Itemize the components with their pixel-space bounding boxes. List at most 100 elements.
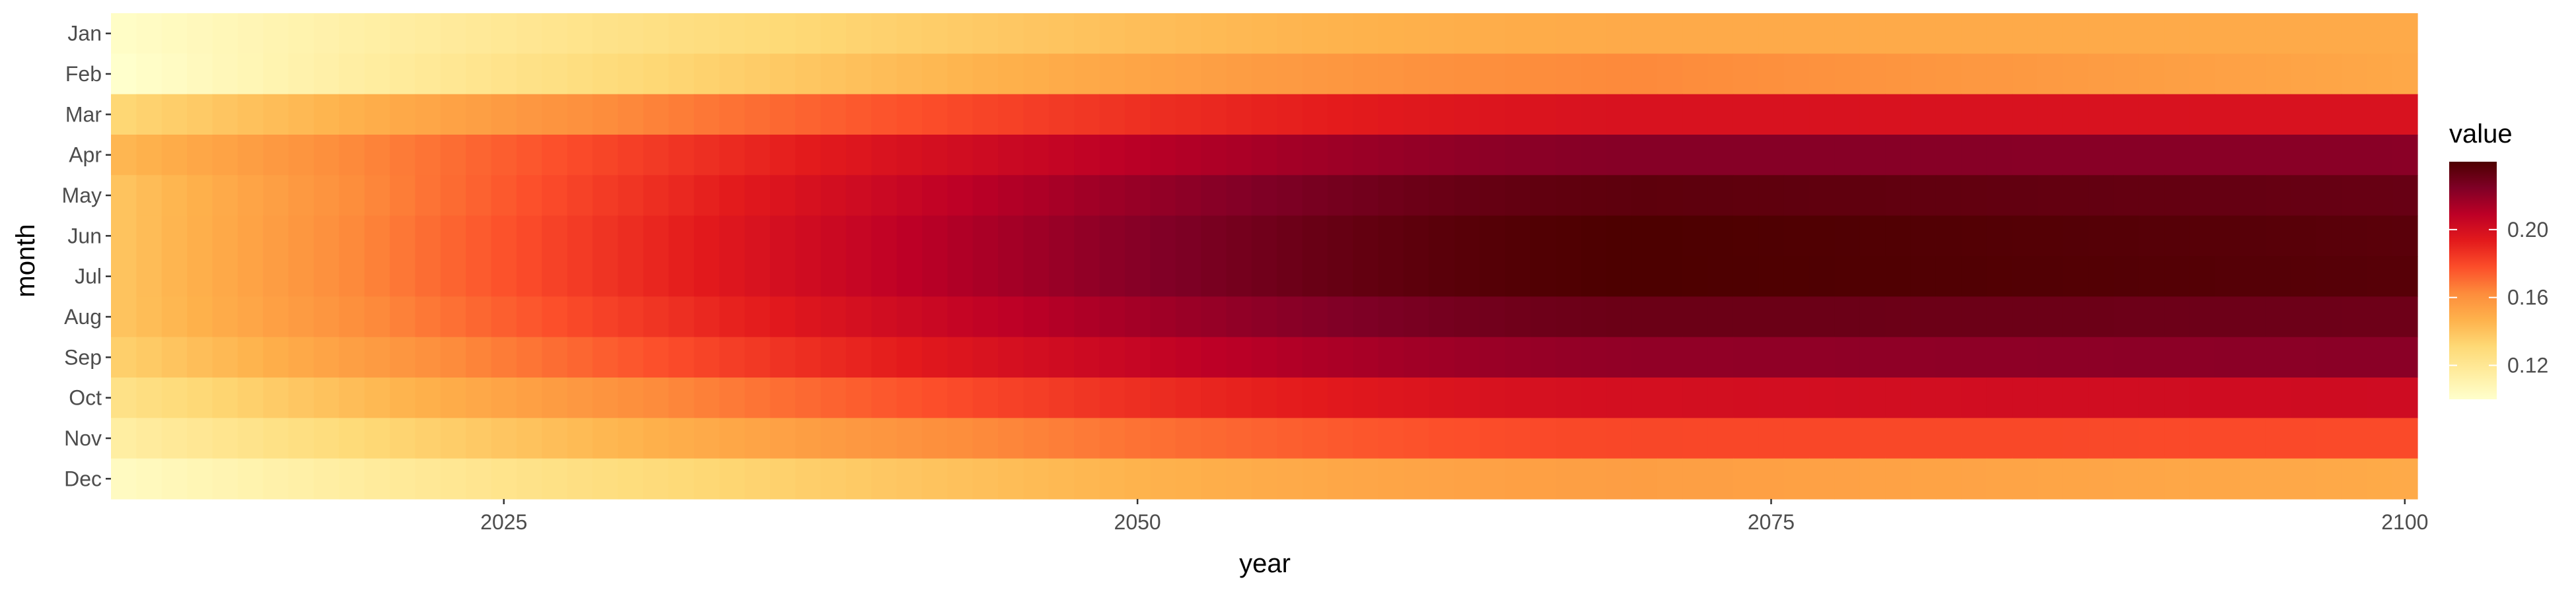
heatmap-cell <box>2062 256 2089 297</box>
heatmap-cell <box>1657 296 1683 338</box>
heatmap-cell <box>921 296 948 338</box>
heatmap-cell <box>1023 337 1050 378</box>
heatmap-cell <box>744 215 771 257</box>
heatmap-cell <box>111 418 137 459</box>
heatmap-cell <box>2291 94 2317 135</box>
y-tick-label: Oct <box>69 386 102 410</box>
heatmap-cell <box>1175 418 1201 459</box>
heatmap-cell <box>845 378 872 418</box>
heatmap-cell <box>694 418 720 459</box>
heatmap-cell <box>237 418 264 459</box>
heatmap-cell <box>1353 378 1379 418</box>
heatmap-cell <box>1885 458 1912 500</box>
heatmap-cell <box>1124 256 1151 297</box>
heatmap-cell <box>618 135 644 176</box>
heatmap-cell <box>212 215 238 257</box>
heatmap-cell <box>2240 53 2266 95</box>
heatmap-cell <box>719 378 745 418</box>
heatmap-cell <box>1707 53 1734 95</box>
heatmap-cell <box>111 135 137 176</box>
heatmap-cell <box>415 418 441 459</box>
heatmap-cell <box>263 175 289 216</box>
heatmap-cell <box>2088 458 2114 500</box>
heatmap-cell <box>1226 378 1252 418</box>
heatmap-cell <box>263 418 289 459</box>
heatmap-cell <box>2291 378 2317 418</box>
heatmap-cell <box>896 175 923 216</box>
heatmap-cell <box>1783 458 1810 500</box>
heatmap-cell <box>921 94 948 135</box>
heatmap-cell <box>187 337 213 378</box>
heatmap-cell <box>2265 13 2291 54</box>
heatmap-cell <box>1606 458 1633 500</box>
heatmap-cell <box>1378 135 1404 176</box>
heatmap-cell <box>567 418 593 459</box>
heatmap-cell <box>136 458 162 500</box>
heatmap-cell <box>1606 215 1633 257</box>
heatmap-cell <box>896 53 923 95</box>
heatmap-cell <box>466 94 492 135</box>
heatmap-cell <box>1682 458 1709 500</box>
heatmap-cell <box>668 215 695 257</box>
heatmap-cell <box>1530 256 1556 297</box>
heatmap-cell <box>1935 458 1962 500</box>
heatmap-cell <box>440 256 466 297</box>
heatmap-cell <box>668 53 695 95</box>
heatmap-cell <box>1986 337 2013 378</box>
heatmap-cell <box>161 215 188 257</box>
heatmap-cell <box>871 53 898 95</box>
heatmap-cell <box>668 175 695 216</box>
heatmap-cell <box>1201 135 1227 176</box>
heatmap-cell <box>1251 418 1277 459</box>
heatmap-cell <box>491 13 517 54</box>
heatmap-cell <box>1226 215 1252 257</box>
heatmap-cell <box>491 135 517 176</box>
heatmap-cell <box>896 458 923 500</box>
heatmap-cell <box>2215 13 2240 54</box>
heatmap-cell <box>2316 175 2342 216</box>
heatmap-cell <box>643 296 669 338</box>
heatmap-cell <box>339 175 365 216</box>
heatmap-cell <box>769 53 796 95</box>
heatmap-cell <box>237 378 264 418</box>
heatmap-cell <box>896 296 923 338</box>
heatmap-cell <box>1834 256 1861 297</box>
heatmap-cell <box>2164 94 2190 135</box>
heatmap-cell <box>1023 175 1050 216</box>
heatmap-cell <box>972 53 999 95</box>
heatmap-cell <box>1480 215 1506 257</box>
heatmap-cell <box>466 215 492 257</box>
heatmap-cell <box>1657 378 1683 418</box>
heatmap-cell <box>1859 418 1886 459</box>
heatmap-cell <box>161 458 188 500</box>
heatmap-cell <box>998 378 1024 418</box>
heatmap-cell <box>2392 135 2418 176</box>
heatmap-cell <box>2341 296 2367 338</box>
heatmap-cell <box>1226 175 1252 216</box>
heatmap-cell <box>1707 256 1734 297</box>
heatmap-cell <box>1834 215 1861 257</box>
heatmap-cell <box>744 256 771 297</box>
heatmap-cell <box>440 458 466 500</box>
heatmap-cell <box>1429 135 1455 176</box>
heatmap-cell <box>1505 135 1531 176</box>
heatmap-cell <box>820 378 847 418</box>
heatmap-cell <box>1353 256 1379 297</box>
heatmap-cell <box>567 135 593 176</box>
heatmap-cell <box>2367 296 2393 338</box>
heatmap-cell <box>2037 296 2063 338</box>
heatmap-cell <box>2012 378 2038 418</box>
heatmap-cell <box>1682 256 1709 297</box>
heatmap-cell <box>845 296 872 338</box>
heatmap-cell <box>2189 458 2215 500</box>
heatmap-cell <box>187 175 213 216</box>
heatmap-cell <box>1454 53 1480 95</box>
heatmap-cell <box>1124 458 1151 500</box>
heatmap-cell <box>364 256 390 297</box>
heatmap-cell <box>1935 53 1962 95</box>
heatmap-cell <box>1961 94 1987 135</box>
heatmap-cell <box>1429 53 1455 95</box>
heatmap-cell <box>466 135 492 176</box>
heatmap-cell <box>744 53 771 95</box>
heatmap-cell <box>694 94 720 135</box>
